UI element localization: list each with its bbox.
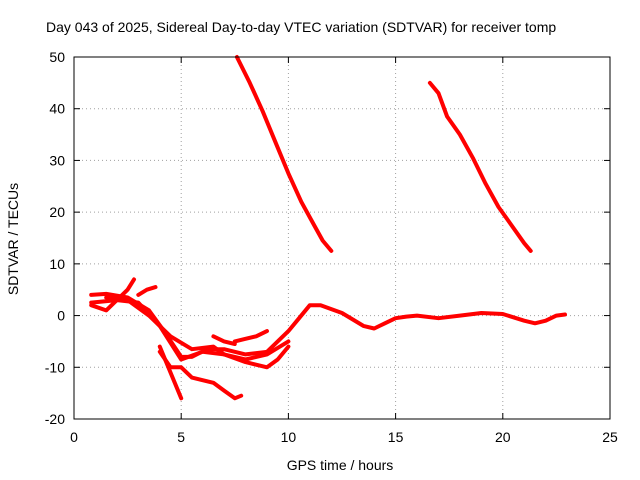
x-tick-label: 25 — [602, 429, 618, 445]
series-line-track-f — [157, 349, 244, 401]
x-tick-label: 15 — [388, 429, 404, 445]
x-tick-label: 10 — [281, 429, 297, 445]
x-axis-label: GPS time / hours — [287, 457, 394, 473]
y-tick-label: 30 — [49, 152, 65, 168]
x-tick-label: 5 — [177, 429, 185, 445]
chart-title: Day 043 of 2025, Sidereal Day-to-day VTE… — [46, 19, 556, 35]
series-line-track-h — [211, 334, 237, 346]
series-line-track-i — [232, 329, 269, 344]
y-tick-label: 50 — [49, 49, 65, 65]
y-tick-label: -20 — [45, 411, 65, 427]
x-tick-label: 20 — [495, 429, 511, 445]
grid-lines — [74, 57, 610, 419]
x-tick-label: 0 — [70, 429, 78, 445]
series-line-track-k — [427, 80, 533, 253]
series-line-track-d — [136, 285, 158, 297]
series-line-track-j — [234, 55, 334, 253]
y-tick-label: 0 — [57, 308, 65, 324]
y-tick-label: 20 — [49, 204, 65, 220]
y-tick-label: -10 — [45, 359, 65, 375]
y-axis-label: SDTVAR / TECUs — [5, 183, 21, 295]
plot-frame — [73, 56, 611, 420]
axis-ticks: 0 5 10 15 20 25 -20 -10 0 10 20 30 40 50 — [45, 49, 618, 445]
y-tick-label: 40 — [49, 101, 65, 117]
y-tick-label: 10 — [49, 256, 65, 272]
series-line-track-e — [104, 295, 291, 362]
series-line-track-g — [157, 344, 184, 401]
data-series — [89, 55, 567, 401]
